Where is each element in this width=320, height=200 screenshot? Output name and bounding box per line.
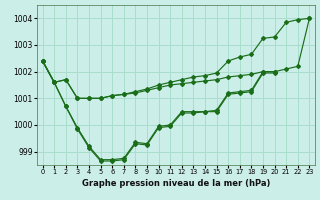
- X-axis label: Graphe pression niveau de la mer (hPa): Graphe pression niveau de la mer (hPa): [82, 179, 270, 188]
